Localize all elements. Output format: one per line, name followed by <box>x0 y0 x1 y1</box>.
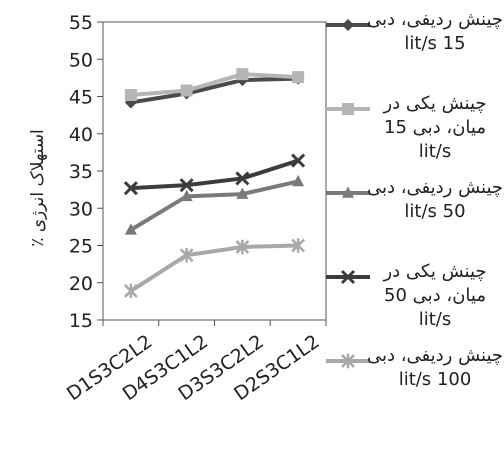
legend-marker <box>342 186 354 198</box>
data-point <box>235 239 250 255</box>
series-line <box>129 179 299 232</box>
series-2 <box>124 68 305 102</box>
series-layer <box>123 68 306 299</box>
legend-swatch <box>326 353 370 369</box>
series-line <box>130 76 299 105</box>
series-line <box>129 243 299 293</box>
legend: چینش ردیفی، دبی 15 lit/s چینش یکی در میان… <box>322 6 504 426</box>
series-4 <box>123 153 306 196</box>
series-3 <box>124 174 305 235</box>
series-5 <box>123 238 306 299</box>
legend-item: چینش یکی در میان، دبی 15 lit/s <box>322 90 504 174</box>
legend-item: چینش ردیفی، دبی 100 lit/s <box>322 342 504 426</box>
data-point <box>179 247 194 263</box>
data-point <box>235 171 250 186</box>
data-point <box>179 178 194 193</box>
y-tick-label: 30 <box>69 198 93 220</box>
y-tick-label: 50 <box>69 49 93 71</box>
legend-marker <box>342 19 354 31</box>
data-point <box>124 89 137 102</box>
legend-label: چینش ردیفی، دبی 100 lit/s <box>366 345 504 390</box>
y-tick-label: 20 <box>69 273 93 295</box>
legend-swatch <box>326 103 370 115</box>
legend-swatch <box>326 19 370 31</box>
data-point <box>291 153 306 168</box>
y-axis-label: استهلاک انرژی ٪ <box>28 129 48 247</box>
legend-label: چینش یکی در میان، دبی 15 lit/s <box>383 93 487 162</box>
data-point <box>180 189 193 202</box>
legend-item: چینش ردیفی، دبی 15 lit/s <box>322 6 504 90</box>
y-tick-label: 55 <box>69 12 93 34</box>
data-point <box>236 187 249 199</box>
y-tick-label: 35 <box>69 161 93 183</box>
legend-item: چینش یکی در میان، دبی 50 lit/s <box>322 258 504 342</box>
data-point <box>292 71 305 84</box>
legend-marker <box>342 103 354 115</box>
data-point <box>236 68 249 81</box>
legend-marker <box>340 269 356 285</box>
data-point <box>124 223 137 235</box>
y-tick-label: 45 <box>69 87 93 109</box>
legend-swatch <box>326 269 370 285</box>
y-tick-label: 25 <box>69 236 93 258</box>
data-point <box>123 181 138 196</box>
legend-item: چینش ردیفی، دبی 50 lit/s <box>322 174 504 258</box>
legend-label: چینش ردیفی، دبی 50 lit/s <box>366 177 504 222</box>
axis-layer: 152025303540455055D1S3C2L2D4S3C1L2D3S3C2… <box>63 12 327 405</box>
y-tick-label: 15 <box>69 310 93 332</box>
legend-label: چینش یکی در میان، دبی 50 lit/s <box>383 261 487 330</box>
y-tick-label: 40 <box>69 124 93 146</box>
legend-swatch <box>326 186 370 198</box>
data-point <box>123 283 138 299</box>
data-point <box>292 174 305 187</box>
series-line <box>130 72 299 98</box>
series-line <box>130 158 299 191</box>
legend-marker <box>341 353 355 369</box>
legend-label: چینش ردیفی، دبی 15 lit/s <box>366 9 504 54</box>
plot-area-frame <box>102 21 327 321</box>
data-point <box>180 84 193 97</box>
data-point <box>291 238 306 253</box>
